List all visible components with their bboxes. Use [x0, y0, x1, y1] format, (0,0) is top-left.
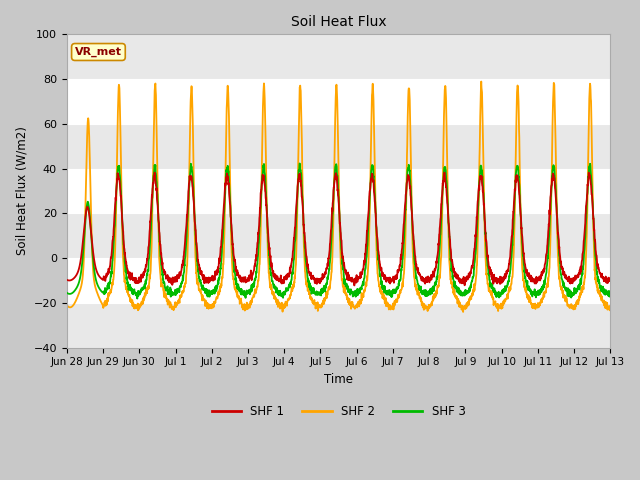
Legend: SHF 1, SHF 2, SHF 3: SHF 1, SHF 2, SHF 3	[207, 400, 470, 423]
X-axis label: Time: Time	[324, 373, 353, 386]
Text: VR_met: VR_met	[75, 47, 122, 57]
Bar	[67, 124, 611, 168]
Bar	[67, 213, 611, 258]
Title: Soil Heat Flux: Soil Heat Flux	[291, 15, 387, 29]
Y-axis label: Soil Heat Flux (W/m2): Soil Heat Flux (W/m2)	[15, 127, 28, 255]
Bar	[67, 35, 611, 79]
Bar	[67, 303, 611, 348]
